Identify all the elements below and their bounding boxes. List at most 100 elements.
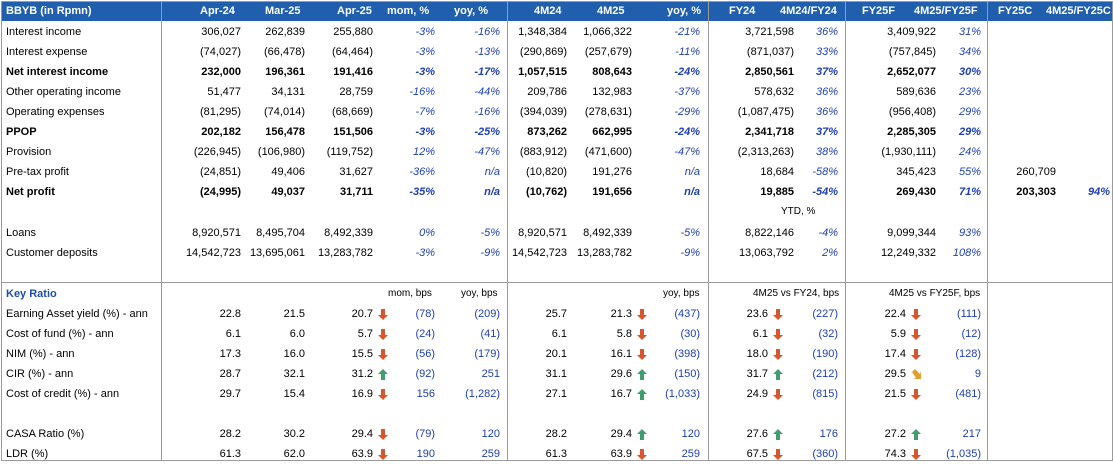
ratio-value: (1,033)	[665, 388, 700, 400]
value-cell: 2,285,305	[887, 126, 936, 138]
value-cell: -24%	[674, 66, 700, 78]
arrow-diagonal-icon	[910, 368, 922, 381]
value-cell: 8,492,339	[324, 227, 373, 239]
value-cell: 34,131	[271, 86, 305, 98]
ratio-value: 29.6	[610, 368, 632, 380]
value-cell: 8,920,571	[518, 227, 567, 239]
value-cell: 9,099,344	[887, 227, 936, 239]
ratio-value: (190)	[812, 348, 838, 360]
column-border	[845, 2, 846, 460]
value-cell: 8,492,339	[583, 227, 632, 239]
value-cell: (1,930,111)	[881, 146, 936, 158]
value-cell: 29%	[958, 106, 981, 118]
value-cell: 209,786	[527, 86, 567, 98]
ratio-row: LDR (%) 61.3 62.0 63.9 190 259 61.3 63.9 259 67.5…	[2, 445, 1112, 465]
income-row: Operating expenses (81,295) (74,014) (68,66…	[2, 103, 1112, 123]
ratio-value: 30.2	[283, 428, 305, 440]
ratio-value: (227)	[812, 308, 838, 320]
ratio-value: (41)	[480, 328, 500, 340]
value-cell: (956,408)	[888, 106, 936, 118]
income-row: Net profit (24,995) 49,037 31,711 -35% n/a (10…	[2, 183, 1112, 203]
value-cell: 191,656	[592, 186, 632, 198]
value-cell: 93%	[958, 227, 981, 239]
ratio-value: 32.1	[283, 368, 305, 380]
value-cell: (757,845)	[888, 46, 936, 58]
value-cell: 29%	[958, 126, 981, 138]
value-cell: 262,839	[265, 26, 305, 38]
value-cell: 28,759	[339, 86, 373, 98]
arrow-down-icon	[377, 348, 389, 361]
value-cell: 3,409,922	[887, 26, 936, 38]
column-border	[987, 2, 988, 460]
value-cell: (106,980)	[257, 146, 305, 158]
value-cell: 55%	[958, 166, 981, 178]
ratio-value: 31.2	[351, 368, 373, 380]
value-cell: (119,752)	[326, 146, 373, 158]
value-cell: 2%	[822, 247, 838, 259]
value-cell: 8,920,571	[192, 227, 241, 239]
ratio-value: 17.4	[884, 348, 906, 360]
value-cell: 49,037	[271, 186, 305, 198]
ratio-value: (1,035)	[946, 448, 981, 460]
ratio-value: 27.1	[545, 388, 567, 400]
ratio-value: (128)	[955, 348, 981, 360]
header-yoy2: yoy, %	[667, 5, 702, 17]
arrow-down-icon	[377, 388, 389, 401]
value-cell: (10,762)	[526, 186, 567, 198]
value-cell: (471,600)	[584, 146, 632, 158]
ratio-value: 259	[681, 448, 700, 460]
value-cell: 30%	[958, 66, 981, 78]
value-cell: 18,684	[760, 166, 794, 178]
value-cell: n/a	[484, 166, 500, 178]
arrow-down-icon	[377, 308, 389, 321]
arrow-down-icon	[772, 448, 784, 461]
header-4m24: 4M24	[534, 5, 562, 17]
value-cell: 255,880	[333, 26, 373, 38]
ratio-value: 190	[416, 448, 435, 460]
ratio-value: 6.0	[289, 328, 305, 340]
value-cell: -16%	[474, 106, 500, 118]
value-cell: (278,631)	[584, 106, 632, 118]
arrow-down-icon	[910, 328, 922, 341]
value-cell: 94%	[1087, 186, 1110, 198]
row-label: PPOP	[6, 126, 37, 138]
ratio-value: 21.5	[283, 308, 305, 320]
header-apr25: Apr-25	[337, 5, 372, 17]
ratio-value: (56)	[415, 348, 435, 360]
value-cell: 31,627	[339, 166, 373, 178]
value-cell: 13,063,792	[738, 247, 794, 259]
value-cell: -3%	[415, 46, 435, 58]
ratio-value: (212)	[812, 368, 838, 380]
ratio-value: 28.2	[219, 428, 241, 440]
value-cell: -5%	[680, 227, 700, 239]
header-fy24: FY24	[729, 5, 756, 17]
arrow-down-icon	[636, 328, 648, 341]
sub-header-yoy: yoy, bps	[461, 288, 498, 299]
value-cell: -3%	[415, 126, 435, 138]
ratio-value: 176	[819, 428, 838, 440]
ratio-value: 31.1	[545, 368, 567, 380]
value-cell: 36%	[815, 106, 838, 118]
ratio-row: CIR (%) - ann 28.7 32.1 31.2 (92) 251 31.1 29.6…	[2, 365, 1112, 385]
row-label: LDR (%)	[6, 448, 49, 460]
income-row: Pre-tax profit (24,851) 49,406 31,627 -36% n/…	[2, 163, 1112, 183]
value-cell: (24,851)	[200, 166, 241, 178]
column-border	[161, 2, 162, 460]
header-apr24: Apr-24	[200, 5, 235, 17]
value-cell: 132,983	[592, 86, 632, 98]
value-cell: 191,276	[592, 166, 632, 178]
ratio-value: 29.5	[884, 368, 906, 380]
value-cell: -3%	[415, 66, 435, 78]
ratio-value: 6.1	[551, 328, 567, 340]
value-cell: 8,495,704	[256, 227, 305, 239]
value-cell: 1,348,384	[518, 26, 567, 38]
arrow-down-icon	[772, 328, 784, 341]
value-cell: 196,361	[265, 66, 305, 78]
ratio-value: 74.3	[884, 448, 906, 460]
ratio-value: (12)	[961, 328, 981, 340]
value-cell: 13,695,061	[249, 247, 305, 259]
value-cell: -3%	[415, 26, 435, 38]
sub-header-vs-fy24: 4M25 vs FY24, bps	[753, 288, 840, 299]
value-cell: (2,313,263)	[737, 146, 794, 158]
